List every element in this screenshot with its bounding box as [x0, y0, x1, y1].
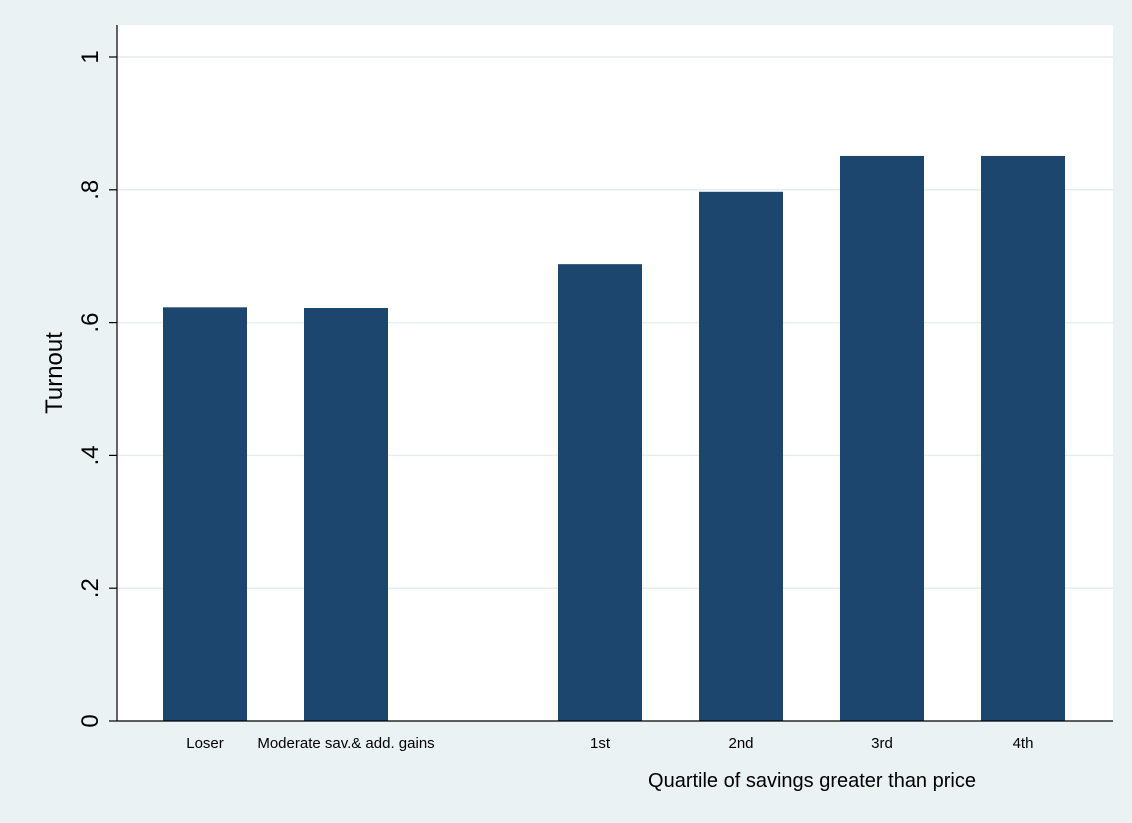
y-tick-label: .6	[77, 313, 104, 333]
bar	[840, 155, 924, 721]
x-tick-label: Moderate sav.& add. gains	[257, 735, 434, 752]
y-ticks: 0 .2 .4 .6 .8 1	[77, 50, 117, 728]
y-tick-label: 1	[77, 50, 104, 63]
y-tick-label: .2	[77, 578, 104, 598]
x-tick-label: 1st	[590, 735, 611, 752]
x-tick-label: Loser	[186, 735, 224, 752]
x-tick-label: 2nd	[728, 735, 753, 752]
group-label: Quartile of savings greater than price	[648, 770, 976, 792]
x-tick-labels: Loser Moderate sav.& add. gains 1st 2nd 3rd 4…	[186, 735, 1033, 752]
bar	[699, 191, 783, 722]
bars	[163, 155, 1065, 722]
y-tick-label: 0	[77, 714, 104, 727]
y-axis-title: Turnout	[41, 332, 68, 414]
x-tick-label: 4th	[1013, 735, 1034, 752]
bar	[981, 155, 1065, 721]
y-tick-label: .4	[77, 445, 104, 465]
x-tick-label: 3rd	[871, 735, 893, 752]
y-tick-label: .8	[77, 180, 104, 200]
bar	[304, 307, 388, 721]
bar	[558, 264, 642, 721]
bar	[163, 307, 247, 721]
